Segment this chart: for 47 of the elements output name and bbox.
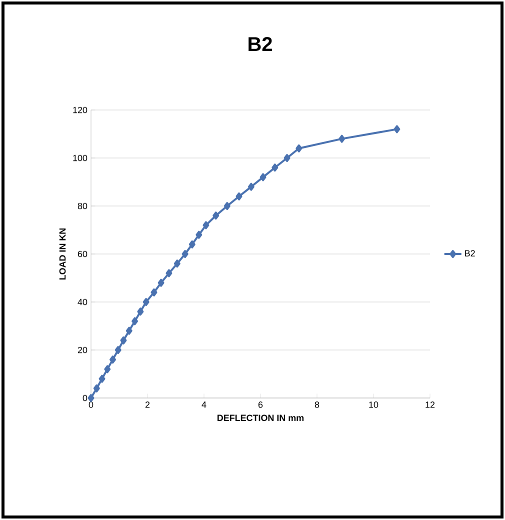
point [248,182,254,191]
point [284,154,290,162]
point [394,125,400,134]
point [126,326,132,335]
point [93,384,100,392]
chart-title: B2 [248,37,272,51]
point [120,336,127,344]
y-tick-label: 80 [78,202,88,210]
x-tick-label: 8 [314,402,320,408]
legend-label: B2 [465,250,475,256]
x-tick-label: 0 [88,402,94,408]
x-tick-label: 6 [258,402,263,408]
y-tick-label: 20 [78,346,88,354]
point [88,394,94,402]
point [98,374,106,383]
point [196,230,202,239]
point [142,298,150,306]
point [338,134,346,143]
point [132,317,138,326]
point [166,269,172,278]
x-tick-label: 4 [202,402,206,408]
point [236,192,242,200]
point [260,173,266,182]
point [150,288,158,296]
y-axis-title: LOAD IN KN [59,228,66,280]
point [188,240,196,248]
point [212,212,220,220]
point [174,260,180,268]
point [182,250,188,258]
y-tick-label: 100 [73,154,88,162]
x-tick-label: 10 [369,402,378,408]
point [202,221,210,230]
point [272,164,278,172]
x-axis-title: DEFLECTION IN mm [218,414,304,422]
y-tick-label: 120 [73,106,88,114]
point [158,278,164,287]
y-tick-label: 0 [82,394,88,402]
point [114,346,122,354]
x-tick-label: 12 [426,402,435,408]
point [296,144,302,152]
y-tick-label: 60 [78,250,88,258]
point [110,356,116,364]
x-tick-label: 2 [145,402,150,408]
point [104,365,111,374]
point [137,308,144,316]
y-tick-label: 40 [78,298,88,306]
point [224,202,230,210]
